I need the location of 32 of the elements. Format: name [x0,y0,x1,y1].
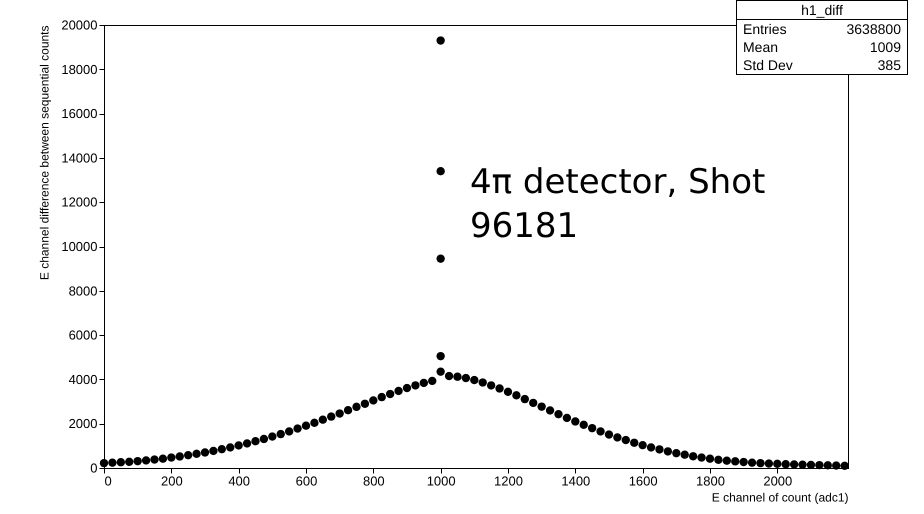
y-tick-label: 14000 [61,150,98,166]
y-tick-label: 12000 [61,194,98,210]
x-tick-label: 1000 [426,474,456,488]
x-tick-label: 800 [362,474,385,488]
x-axis-title: E channel of count (adc1) [712,490,848,504]
y-tick-label: 8000 [68,283,98,298]
y-tick-label: 4000 [68,372,98,387]
y-tick-label: 20000 [61,18,98,32]
text: 385 [876,56,902,74]
text: 1009 [868,38,902,56]
annotation: 4π detector, Shot 96181 [470,161,766,248]
x-tick-label: 2000 [763,474,792,488]
annotation: Entries [742,20,788,38]
y-tick-label: 6000 [68,328,98,343]
y-tick-label: 16000 [61,106,98,122]
y-tick-label: 0 [90,460,98,476]
y-tick-label: 10000 [61,239,98,254]
x-tick-label: 0 [104,474,112,488]
x-tick-label: 1800 [696,474,725,488]
x-tick-label: 600 [296,474,318,488]
x-tick-label: 1200 [494,474,523,488]
y-axis-title: E channel difference between sequential counts [37,26,52,280]
x-tick-label: 400 [228,474,250,488]
annotation: Mean [742,38,780,56]
y-tick-label: 2000 [68,416,98,432]
annotation: 3638800 [845,20,902,38]
x-tick-label: 200 [160,474,183,488]
annotation: Std Dev [742,56,794,74]
x-tick-label: 1400 [561,474,590,488]
x-tick-label: 1600 [628,474,658,488]
y-tick-label: 18000 [61,62,98,77]
text: h1_diff [736,0,908,20]
